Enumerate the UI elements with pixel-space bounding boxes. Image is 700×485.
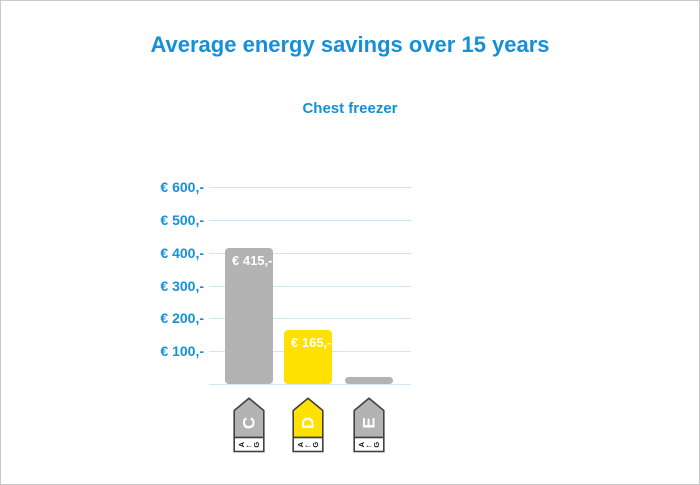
y-tick-label-200: € 200,- (160, 310, 204, 327)
bar-C: € 415,- (225, 247, 273, 384)
tag-scale-to: G (311, 442, 320, 448)
gridline-300 (209, 285, 411, 287)
gridline-200 (209, 318, 411, 320)
tag-scale-box (233, 436, 265, 453)
y-tick-label-100: € 100,- (160, 343, 204, 360)
tag-scale-box (292, 436, 324, 453)
tag-scale-to: G (252, 442, 261, 448)
tag-scale-arrow-icon: ← (245, 439, 254, 449)
gridline-400 (209, 252, 411, 254)
gridline-600 (209, 187, 411, 189)
bar-D: € 165,- (284, 329, 332, 384)
bar-E (345, 377, 393, 384)
tag-letter: D (299, 417, 318, 429)
bar-value-label-D: € 165,- (291, 334, 332, 350)
tag-scale-from: A (237, 441, 246, 447)
y-tick-label-300: € 300,- (160, 277, 204, 294)
y-tick-label-500: € 500,- (160, 212, 204, 228)
tag-scale-arrow-icon: ← (365, 439, 374, 449)
y-tick-label-400: € 400,- (160, 244, 204, 261)
plot-area: € 600,- € 500,- € 400,- € 300,- € 200,- € 100… (151, 171, 413, 391)
chart-title: Average energy savings over 15 years (150, 32, 550, 57)
energy-tag-svg: D A←G (292, 397, 324, 453)
tag-scale-from: A (357, 441, 366, 447)
gridline-500 (209, 220, 411, 221)
energy-tag-svg: C A←G (233, 397, 265, 453)
tag-scale-box (353, 436, 385, 453)
energy-label-D: D A ← G (292, 397, 324, 453)
tag-scale-to: G (372, 442, 381, 448)
x-axis-baseline (209, 384, 411, 385)
tag-letter: E (360, 417, 379, 428)
tag-letter: C (240, 417, 259, 429)
energy-tags-row: C A ← G D A ← G E A ← G (151, 397, 413, 457)
energy-label-C: C A ← G (233, 397, 265, 453)
energy-tag-svg: E A←G (353, 397, 385, 453)
energy-label-E: E A ← G (353, 397, 385, 453)
tag-scale-arrow-icon: ← (304, 439, 313, 449)
y-tick-label-600: € 600,- (160, 179, 204, 196)
tag-scale-from: A (296, 441, 305, 447)
chart-subtitle: Chest freezer (302, 100, 398, 117)
bar-value-label-C: € 415,- (232, 252, 273, 268)
